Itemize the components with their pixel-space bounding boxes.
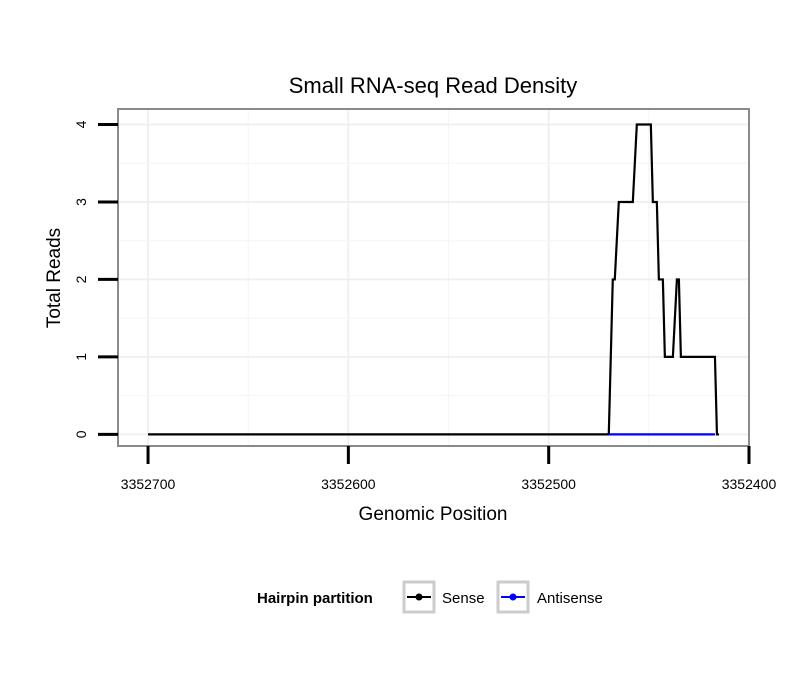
legend-point-sense	[415, 593, 423, 601]
x-axis-label: Genomic Position	[359, 504, 508, 525]
x-tick-label: 3352700	[121, 476, 176, 492]
y-tick-label: 2	[73, 275, 89, 283]
x-axis: 3352700 3352600 3352500 3352400	[121, 446, 777, 492]
legend-item-sense: Sense	[402, 580, 485, 614]
chart-title: Small RNA-seq Read Density	[289, 73, 578, 98]
x-tick-label: 3352600	[321, 476, 376, 492]
legend-item-antisense: Antisense	[496, 580, 603, 614]
legend: Hairpin partition Sense Antisense	[257, 580, 603, 614]
y-axis-label: Total Reads	[44, 228, 65, 328]
y-tick-label: 3	[73, 198, 89, 206]
y-tick-label: 4	[73, 120, 89, 128]
plot-panel-border	[117, 108, 750, 447]
x-tick-label: 3352400	[722, 476, 777, 492]
y-tick-label: 1	[73, 353, 89, 361]
series-lines	[148, 123, 719, 436]
legend-key-antisense	[496, 580, 530, 614]
y-tick-label: 0	[73, 430, 89, 438]
legend-label-antisense: Antisense	[537, 590, 603, 607]
legend-label-sense: Sense	[442, 590, 485, 607]
grid	[118, 109, 750, 446]
y-axis: 0 1 2 3 4	[73, 120, 118, 438]
legend-point-antisense	[509, 593, 517, 601]
series-line-sense	[148, 123, 719, 436]
legend-title: Hairpin partition	[257, 590, 373, 607]
x-tick-label: 3352500	[521, 476, 576, 492]
